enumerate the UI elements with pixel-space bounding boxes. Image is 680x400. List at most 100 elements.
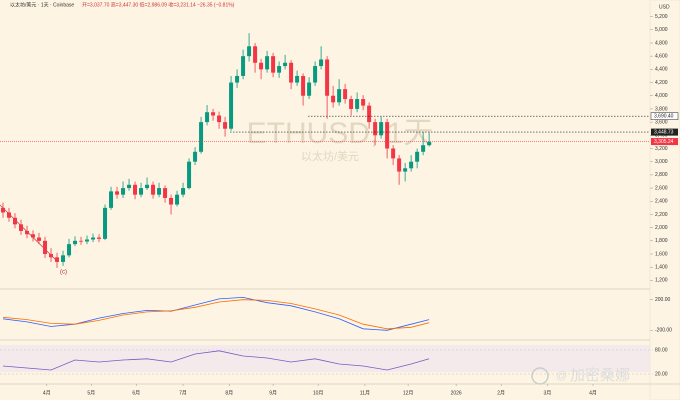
y-tick-label: 3,200 <box>655 146 668 152</box>
macd-line <box>2 299 430 330</box>
y-tick-label: 1,600 <box>655 251 668 257</box>
candle-body <box>295 75 300 83</box>
candle-body <box>379 122 384 136</box>
candle-body <box>193 151 198 162</box>
candle-body <box>313 66 318 83</box>
candle-body <box>397 158 402 172</box>
brand: 加密桑娜 <box>570 367 630 384</box>
y-tick-label: 2,600 <box>655 185 668 191</box>
candle-body <box>121 188 126 195</box>
candle-body <box>43 240 48 255</box>
y-tick-label: 3,400 <box>655 133 668 139</box>
candle-body <box>139 188 144 195</box>
candle-body <box>61 255 66 262</box>
candle-body <box>337 89 342 103</box>
level-tag <box>651 128 678 136</box>
candle-body <box>97 237 102 239</box>
rsi-tick-label: 20.00 <box>655 371 668 377</box>
candle-body <box>25 230 30 235</box>
candle-body <box>175 194 180 205</box>
candle-body <box>187 161 192 189</box>
x-tick-label: 2月 <box>497 390 505 396</box>
level-label: 3,690.40 <box>654 113 674 119</box>
candle-body <box>229 82 234 129</box>
rsi-line <box>2 350 430 371</box>
candle-body <box>103 207 108 239</box>
candle-body <box>361 99 366 106</box>
candle-body <box>307 82 312 96</box>
candle-body <box>349 99 354 109</box>
y-tick-label: 3,600 <box>655 119 668 125</box>
rsi-tick-label: 80.00 <box>655 347 668 353</box>
candle-body <box>211 112 216 116</box>
x-tick-label: 12月 <box>403 390 414 396</box>
y-tick-label: 3,800 <box>655 106 668 112</box>
candle-body <box>7 212 12 218</box>
candle-body <box>325 59 330 96</box>
x-tick-label: 4月 <box>589 390 597 396</box>
y-tick-label: 4,600 <box>655 53 668 59</box>
x-tick-label: 11月 <box>360 390 370 396</box>
y-tick-label: 1,800 <box>655 238 668 244</box>
y-tick-label: 1,400 <box>655 265 668 271</box>
candle-body <box>367 105 372 123</box>
candle-body <box>235 75 240 83</box>
candle-body <box>385 122 390 149</box>
candle-body <box>157 188 162 195</box>
candle-body <box>373 122 378 136</box>
candle-body <box>427 141 432 146</box>
brand-icon <box>531 367 549 385</box>
ohlc: 开=3,037.70 高=3,447.30 低=2,986.09 收=3,231… <box>82 1 235 8</box>
y-tick-label: 3,000 <box>655 159 668 165</box>
candle-body <box>277 66 282 73</box>
wave-label: (c) <box>60 270 67 276</box>
candle-body <box>319 59 324 67</box>
candle-body <box>127 184 132 189</box>
candle-body <box>301 75 306 96</box>
candle-body <box>169 197 174 205</box>
y-tick-label: 4,400 <box>655 67 668 73</box>
candle-body <box>265 56 270 70</box>
candle-body <box>19 224 24 231</box>
candle-body <box>163 188 168 198</box>
currency: USD <box>659 4 670 10</box>
y-tick-label: 4,200 <box>655 80 668 86</box>
candle-body <box>403 168 408 172</box>
candle-body <box>145 184 150 189</box>
candle-body <box>37 237 42 241</box>
candle-body <box>1 207 6 213</box>
candle-body <box>181 188 186 195</box>
candle-body <box>205 112 210 123</box>
symbol-title: 以太坊/美元 · 1天 · Coinbase <box>10 1 74 8</box>
level-label: 3,448.73 <box>654 129 674 135</box>
candle-body <box>67 244 72 256</box>
brand-at: @ <box>556 370 567 382</box>
x-tick-label: 2026 <box>451 390 462 396</box>
y-tick-label: 5,000 <box>655 27 668 33</box>
level-tag <box>651 138 678 146</box>
candle-body <box>415 151 420 162</box>
candle-body <box>109 191 114 208</box>
candle-body <box>217 115 222 123</box>
watermark-sub: 以太坊/美元 <box>301 149 359 163</box>
x-tick-label: 7月 <box>179 390 187 396</box>
level-tag <box>650 112 679 120</box>
candle-body <box>289 62 294 83</box>
candle-body <box>79 240 84 242</box>
x-tick-label: 8月 <box>225 390 233 396</box>
candle-body <box>253 46 258 63</box>
candle-body <box>223 122 228 129</box>
candle-body <box>391 148 396 159</box>
candle-body <box>421 145 426 152</box>
candle-body <box>241 56 246 76</box>
x-tick-label: 6月 <box>132 390 140 396</box>
candle-body <box>55 257 60 262</box>
candle-body <box>355 99 360 109</box>
x-tick-label: 9月 <box>269 390 277 396</box>
candle-body <box>259 62 264 70</box>
y-tick-label: 1,200 <box>655 278 668 284</box>
candle-body <box>115 191 120 195</box>
x-tick-label: 10月 <box>313 390 324 396</box>
